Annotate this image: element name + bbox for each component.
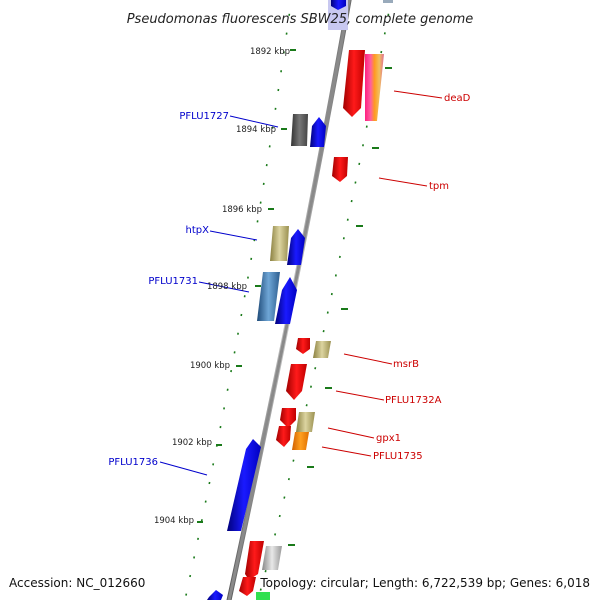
gene-msrB <box>313 341 331 358</box>
gene-PFLU1727 <box>291 114 308 146</box>
gene-label-PFLU1732A[interactable]: PFLU1732A <box>385 395 442 406</box>
gene-label-tpm[interactable]: tpm <box>429 181 449 192</box>
gene-red-a <box>280 408 296 428</box>
kbp-label: 1898 kbp <box>207 282 247 292</box>
gene-PFLU1732A <box>286 364 307 400</box>
genome-info-text: Topology: circular; Length: 6,722,539 bp… <box>259 576 590 590</box>
reverse-label-leaders <box>321 90 443 457</box>
forward-label-leaders <box>159 115 279 476</box>
accession-text: Accession: NC_012660 <box>9 576 145 590</box>
gene-red-bottom-a <box>245 541 264 580</box>
gene-label-gpx1[interactable]: gpx1 <box>376 433 401 444</box>
gene-label-htpX[interactable]: htpX <box>186 225 210 236</box>
kbp-label: 1900 kbp <box>190 361 230 371</box>
gene-label-PFLU1727[interactable]: PFLU1727 <box>179 111 229 122</box>
gene-htpX <box>287 229 305 265</box>
gene-PFLU1731-steel <box>257 272 280 321</box>
gene-PFLU1735 <box>292 432 309 450</box>
gene-blue-1 <box>310 117 326 147</box>
major-ticks <box>197 49 392 546</box>
gene-tpm <box>332 157 348 182</box>
gene-label-PFLU1735[interactable]: PFLU1735 <box>373 451 423 462</box>
genome-backbone-core <box>227 0 351 600</box>
gene-gray-bottom <box>262 546 282 570</box>
kbp-label: 1892 kbp <box>250 47 290 57</box>
gene-partial-top-blue <box>331 0 346 10</box>
gene-PFLU1736 <box>227 439 261 531</box>
gene-PFLU1731 <box>275 277 297 324</box>
gene-green-bottom <box>256 592 270 600</box>
kbp-label: 1896 kbp <box>222 205 262 215</box>
gene-label-deaD[interactable]: deaD <box>444 93 471 104</box>
gene-red-small <box>296 338 310 354</box>
gene-partial-top-right <box>383 0 393 3</box>
gene-htpX-khaki <box>270 226 289 261</box>
gene-red-bottom-b <box>239 577 256 596</box>
kbp-label: 1894 kbp <box>236 125 276 135</box>
gene-blue-bottom <box>207 590 223 600</box>
map-title: Pseudomonas fluorescens SBW25, complete … <box>127 12 474 27</box>
gene-red-b <box>276 426 291 447</box>
gene-deaD <box>343 50 365 117</box>
gene-gpx1-khaki <box>296 412 315 432</box>
gene-label-PFLU1731[interactable]: PFLU1731 <box>148 276 198 287</box>
kbp-label: 1904 kbp <box>154 516 194 526</box>
gene-label-PFLU1736[interactable]: PFLU1736 <box>108 457 158 468</box>
kbp-label: 1902 kbp <box>172 438 212 448</box>
gene-label-msrB[interactable]: msrB <box>393 359 419 370</box>
gene-stripe-multicolor <box>365 54 384 121</box>
